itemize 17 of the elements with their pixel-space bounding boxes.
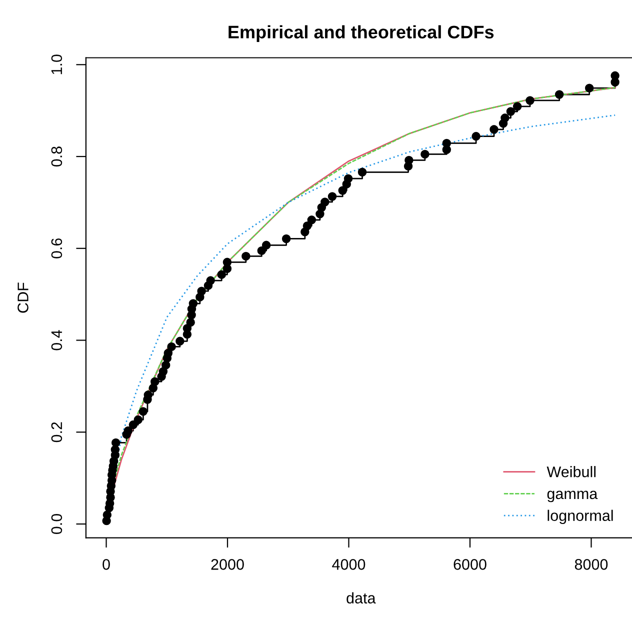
y-tick-label: 0.2 xyxy=(51,422,62,442)
legend-label: Weibull xyxy=(546,466,596,478)
y-tick-label: 0.8 xyxy=(51,146,62,167)
chart-title: Empirical and theoretical CDFs xyxy=(228,25,494,42)
y-tick-label: 0.4 xyxy=(51,330,62,350)
y-tick-label: 0.0 xyxy=(51,514,62,534)
legend-label: gamma xyxy=(547,490,598,502)
x-tick-label: 2000 xyxy=(211,559,244,570)
y-axis-title: CDF xyxy=(18,282,28,313)
x-tick-label: 6000 xyxy=(454,559,486,570)
x-tick-label: 0 xyxy=(102,559,110,570)
x-axis-title: data xyxy=(346,592,376,604)
legend-label: lognormal xyxy=(548,510,613,524)
x-tick-label: 8000 xyxy=(574,559,608,570)
x-tick-label: 4000 xyxy=(332,559,366,570)
y-tick-label: 0.6 xyxy=(51,238,62,258)
y-tick-label: 1.0 xyxy=(51,54,62,74)
